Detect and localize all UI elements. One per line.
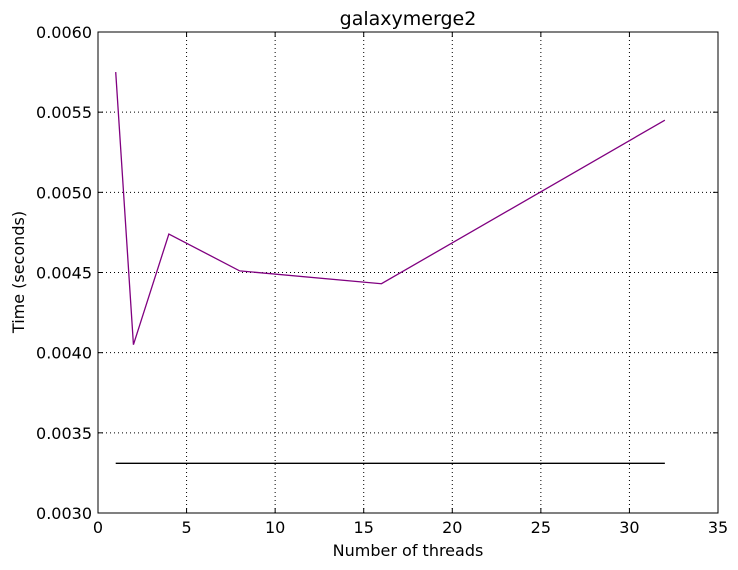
grid	[98, 32, 718, 513]
x-axis-label: Number of threads	[333, 541, 484, 560]
ticks: 0 5 10 15 20 25 30 35 0.0030 0.0035 0.0040 0.0045 0.…	[36, 23, 728, 537]
x-tick-label: 35	[708, 518, 728, 537]
series-line-1	[115, 72, 666, 345]
chart-title: galaxymerge2	[340, 8, 477, 30]
y-tick-label: 0.0045	[36, 264, 92, 283]
x-tick-label: 10	[265, 518, 285, 537]
x-tick-label: 0	[93, 518, 103, 537]
y-tick-label: 0.0055	[36, 103, 92, 122]
y-tick-label: 0.0030	[36, 504, 92, 523]
x-tick-label: 25	[531, 518, 551, 537]
y-tick-label: 0.0040	[36, 344, 92, 363]
x-tick-label: 30	[619, 518, 639, 537]
y-tick-label: 0.0050	[36, 183, 92, 202]
x-tick-label: 20	[442, 518, 462, 537]
x-tick-label: 5	[181, 518, 191, 537]
y-tick-label: 0.0060	[36, 23, 92, 42]
y-tick-label: 0.0035	[36, 424, 92, 443]
series-group	[115, 72, 666, 464]
y-axis-label: Time (seconds)	[9, 211, 28, 334]
x-tick-label: 15	[354, 518, 374, 537]
